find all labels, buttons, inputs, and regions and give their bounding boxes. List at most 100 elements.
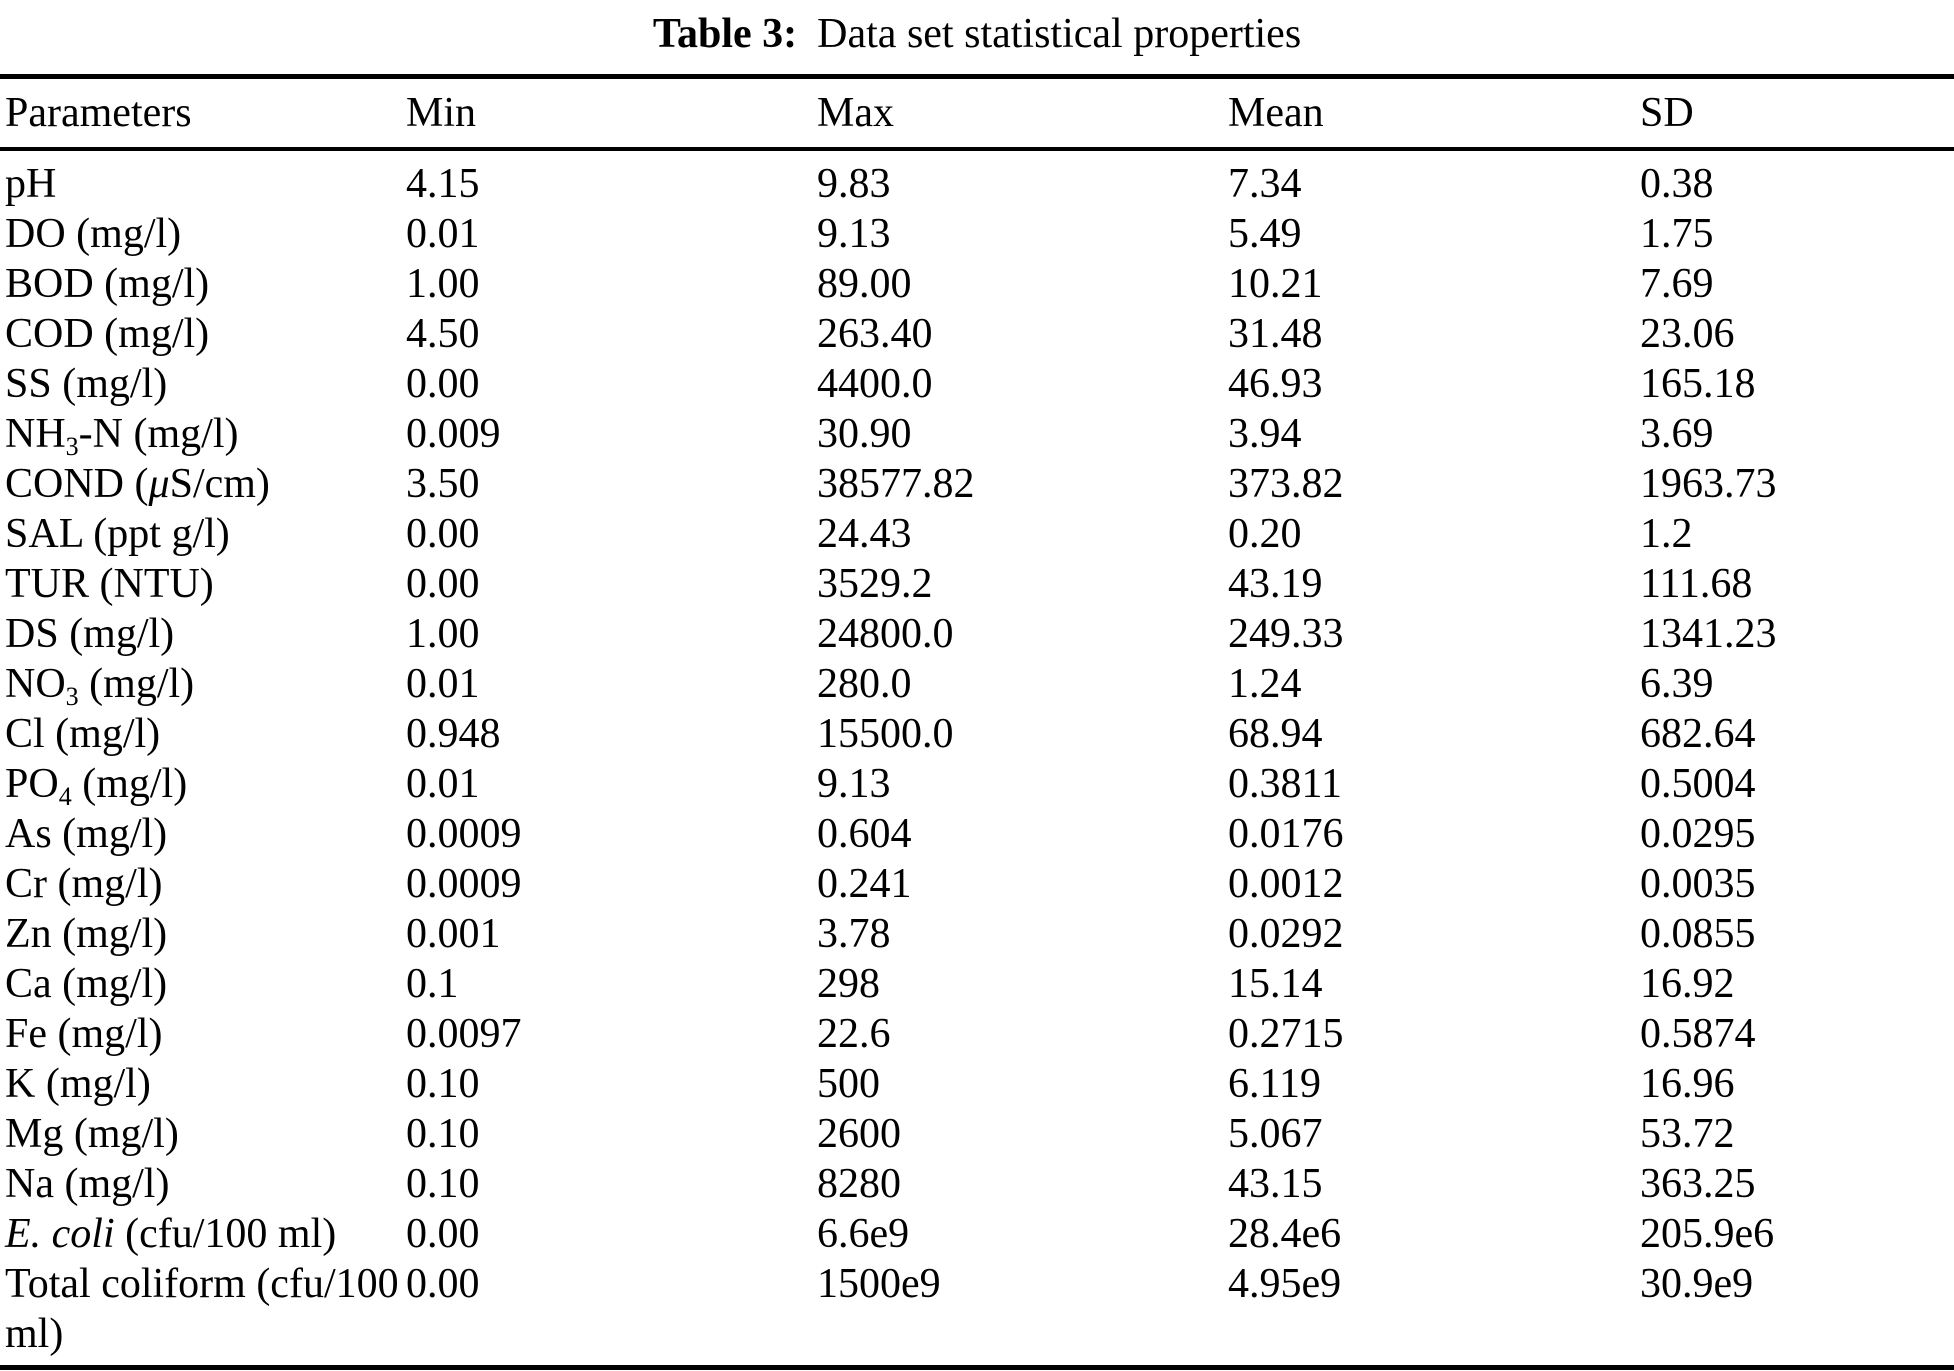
parameter-subscript: 4 <box>58 782 72 811</box>
mean-cell: 10.21 <box>1228 261 1323 307</box>
sd-cell: 0.0035 <box>1640 861 1756 907</box>
table-caption: Table 3: Data set statistical properties <box>0 0 1954 74</box>
min-cell: 0.00 <box>406 1261 480 1307</box>
max-cell: 1500e9 <box>817 1261 941 1307</box>
min-cell: 4.50 <box>406 311 480 357</box>
parameter-cell: SAL (ppt g/l) <box>0 509 401 559</box>
mean-cell: 5.067 <box>1228 1111 1323 1157</box>
sd-cell: 16.96 <box>1640 1061 1735 1107</box>
mean-cell: 0.0176 <box>1228 811 1344 857</box>
parameter-text: SS (mg/l) <box>5 361 168 407</box>
parameter-cell: Na (mg/l) <box>0 1159 401 1209</box>
mean-cell: 46.93 <box>1228 361 1323 407</box>
sd-cell: 30.9e9 <box>1640 1261 1754 1307</box>
mean-cell: 15.14 <box>1228 961 1323 1007</box>
parameter-text: Fe (mg/l) <box>5 1011 163 1057</box>
parameter-text: NO <box>5 661 66 707</box>
parameter-cell: Fe (mg/l) <box>0 1009 401 1059</box>
table-row: BOD (mg/l) 1.00 89.00 10.21 7.69 <box>0 259 1954 309</box>
parameter-cell: Total coliform (cfu/100 ml) <box>0 1259 401 1368</box>
table-row: E. coli (cfu/100 ml) 0.00 6.6e9 28.4e6 205.9… <box>0 1209 1954 1259</box>
max-cell: 4400.0 <box>817 361 933 407</box>
table-row: DO (mg/l) 0.01 9.13 5.49 1.75 <box>0 209 1954 259</box>
sd-cell: 0.0295 <box>1640 811 1756 857</box>
min-cell: 0.0009 <box>406 861 522 907</box>
sd-cell: 16.92 <box>1640 961 1735 1007</box>
min-cell: 0.0009 <box>406 811 522 857</box>
mean-cell: 3.94 <box>1228 411 1302 457</box>
parameter-text: μ <box>148 461 170 507</box>
min-cell: 0.1 <box>406 961 459 1007</box>
column-header-min: Min <box>401 76 812 151</box>
parameter-cell: PO4 (mg/l) <box>0 759 401 811</box>
parameter-cell: NH3-N (mg/l) <box>0 409 401 461</box>
parameter-text: NH <box>5 411 66 457</box>
max-cell: 6.6e9 <box>817 1211 910 1257</box>
mean-cell: 28.4e6 <box>1228 1211 1342 1257</box>
table-header-row: Parameters Min Max Mean SD <box>0 76 1954 151</box>
min-cell: 0.00 <box>406 561 480 607</box>
sd-cell: 0.38 <box>1640 161 1714 207</box>
mean-cell: 7.34 <box>1228 161 1302 207</box>
parameter-cell: DO (mg/l) <box>0 209 401 259</box>
table-row: COD (mg/l) 4.50 263.40 31.48 23.06 <box>0 309 1954 359</box>
sd-cell: 53.72 <box>1640 1111 1735 1157</box>
parameter-cell: Cl (mg/l) <box>0 709 401 759</box>
max-cell: 0.241 <box>817 861 912 907</box>
table-row: K (mg/l) 0.10 500 6.119 16.96 <box>0 1059 1954 1109</box>
column-header-parameters: Parameters <box>0 76 401 151</box>
table-row: Na (mg/l) 0.10 8280 43.15 363.25 <box>0 1159 1954 1209</box>
parameter-text: Total coliform (cfu/100 ml) <box>5 1261 399 1357</box>
sd-cell: 3.69 <box>1640 411 1714 457</box>
max-cell: 9.83 <box>817 161 891 207</box>
parameter-text: Ca (mg/l) <box>5 961 168 1007</box>
parameter-text: E. coli <box>5 1211 115 1257</box>
parameter-text: DS (mg/l) <box>5 611 175 657</box>
max-cell: 24800.0 <box>817 611 954 657</box>
sd-cell: 1.75 <box>1640 211 1714 257</box>
max-cell: 24.43 <box>817 511 912 557</box>
max-cell: 3.78 <box>817 911 891 957</box>
table-caption-text: Data set statistical properties <box>817 11 1302 57</box>
max-cell: 89.00 <box>817 261 912 307</box>
max-cell: 9.13 <box>817 761 891 807</box>
max-cell: 298 <box>817 961 880 1007</box>
parameter-text: (mg/l) <box>71 761 188 807</box>
min-cell: 0.009 <box>406 411 501 457</box>
mean-cell: 373.82 <box>1228 461 1344 507</box>
table-header: Parameters Min Max Mean SD <box>0 76 1954 151</box>
max-cell: 9.13 <box>817 211 891 257</box>
table-row: Cr (mg/l) 0.0009 0.241 0.0012 0.0035 <box>0 859 1954 909</box>
min-cell: 0.10 <box>406 1061 480 1107</box>
table-row: Zn (mg/l) 0.001 3.78 0.0292 0.0855 <box>0 909 1954 959</box>
parameter-text: COND ( <box>5 461 149 507</box>
min-cell: 0.00 <box>406 511 480 557</box>
sd-cell: 23.06 <box>1640 311 1735 357</box>
parameter-text: Mg (mg/l) <box>5 1111 179 1157</box>
table-row: Mg (mg/l) 0.10 2600 5.067 53.72 <box>0 1109 1954 1159</box>
min-cell: 0.01 <box>406 661 480 707</box>
parameter-cell: TUR (NTU) <box>0 559 401 609</box>
parameter-cell: Zn (mg/l) <box>0 909 401 959</box>
parameter-subscript: 3 <box>65 432 79 461</box>
mean-cell: 43.15 <box>1228 1161 1323 1207</box>
sd-cell: 0.5004 <box>1640 761 1756 807</box>
min-cell: 0.10 <box>406 1111 480 1157</box>
min-cell: 4.15 <box>406 161 480 207</box>
min-cell: 0.00 <box>406 1211 480 1257</box>
parameter-text: Cr (mg/l) <box>5 861 163 907</box>
mean-cell: 6.119 <box>1228 1061 1321 1107</box>
parameter-text: Na (mg/l) <box>5 1161 170 1207</box>
max-cell: 3529.2 <box>817 561 933 607</box>
max-cell: 263.40 <box>817 311 933 357</box>
parameter-cell: Cr (mg/l) <box>0 859 401 909</box>
column-header-max: Max <box>812 76 1223 151</box>
parameter-text: TUR (NTU) <box>5 561 214 607</box>
table-row: COND (μS/cm) 3.50 38577.82 373.82 1963.73 <box>0 459 1954 509</box>
max-cell: 2600 <box>817 1111 901 1157</box>
table-row: SS (mg/l) 0.00 4400.0 46.93 165.18 <box>0 359 1954 409</box>
parameter-text: BOD (mg/l) <box>5 261 210 307</box>
min-cell: 0.00 <box>406 361 480 407</box>
sd-cell: 165.18 <box>1640 361 1756 407</box>
